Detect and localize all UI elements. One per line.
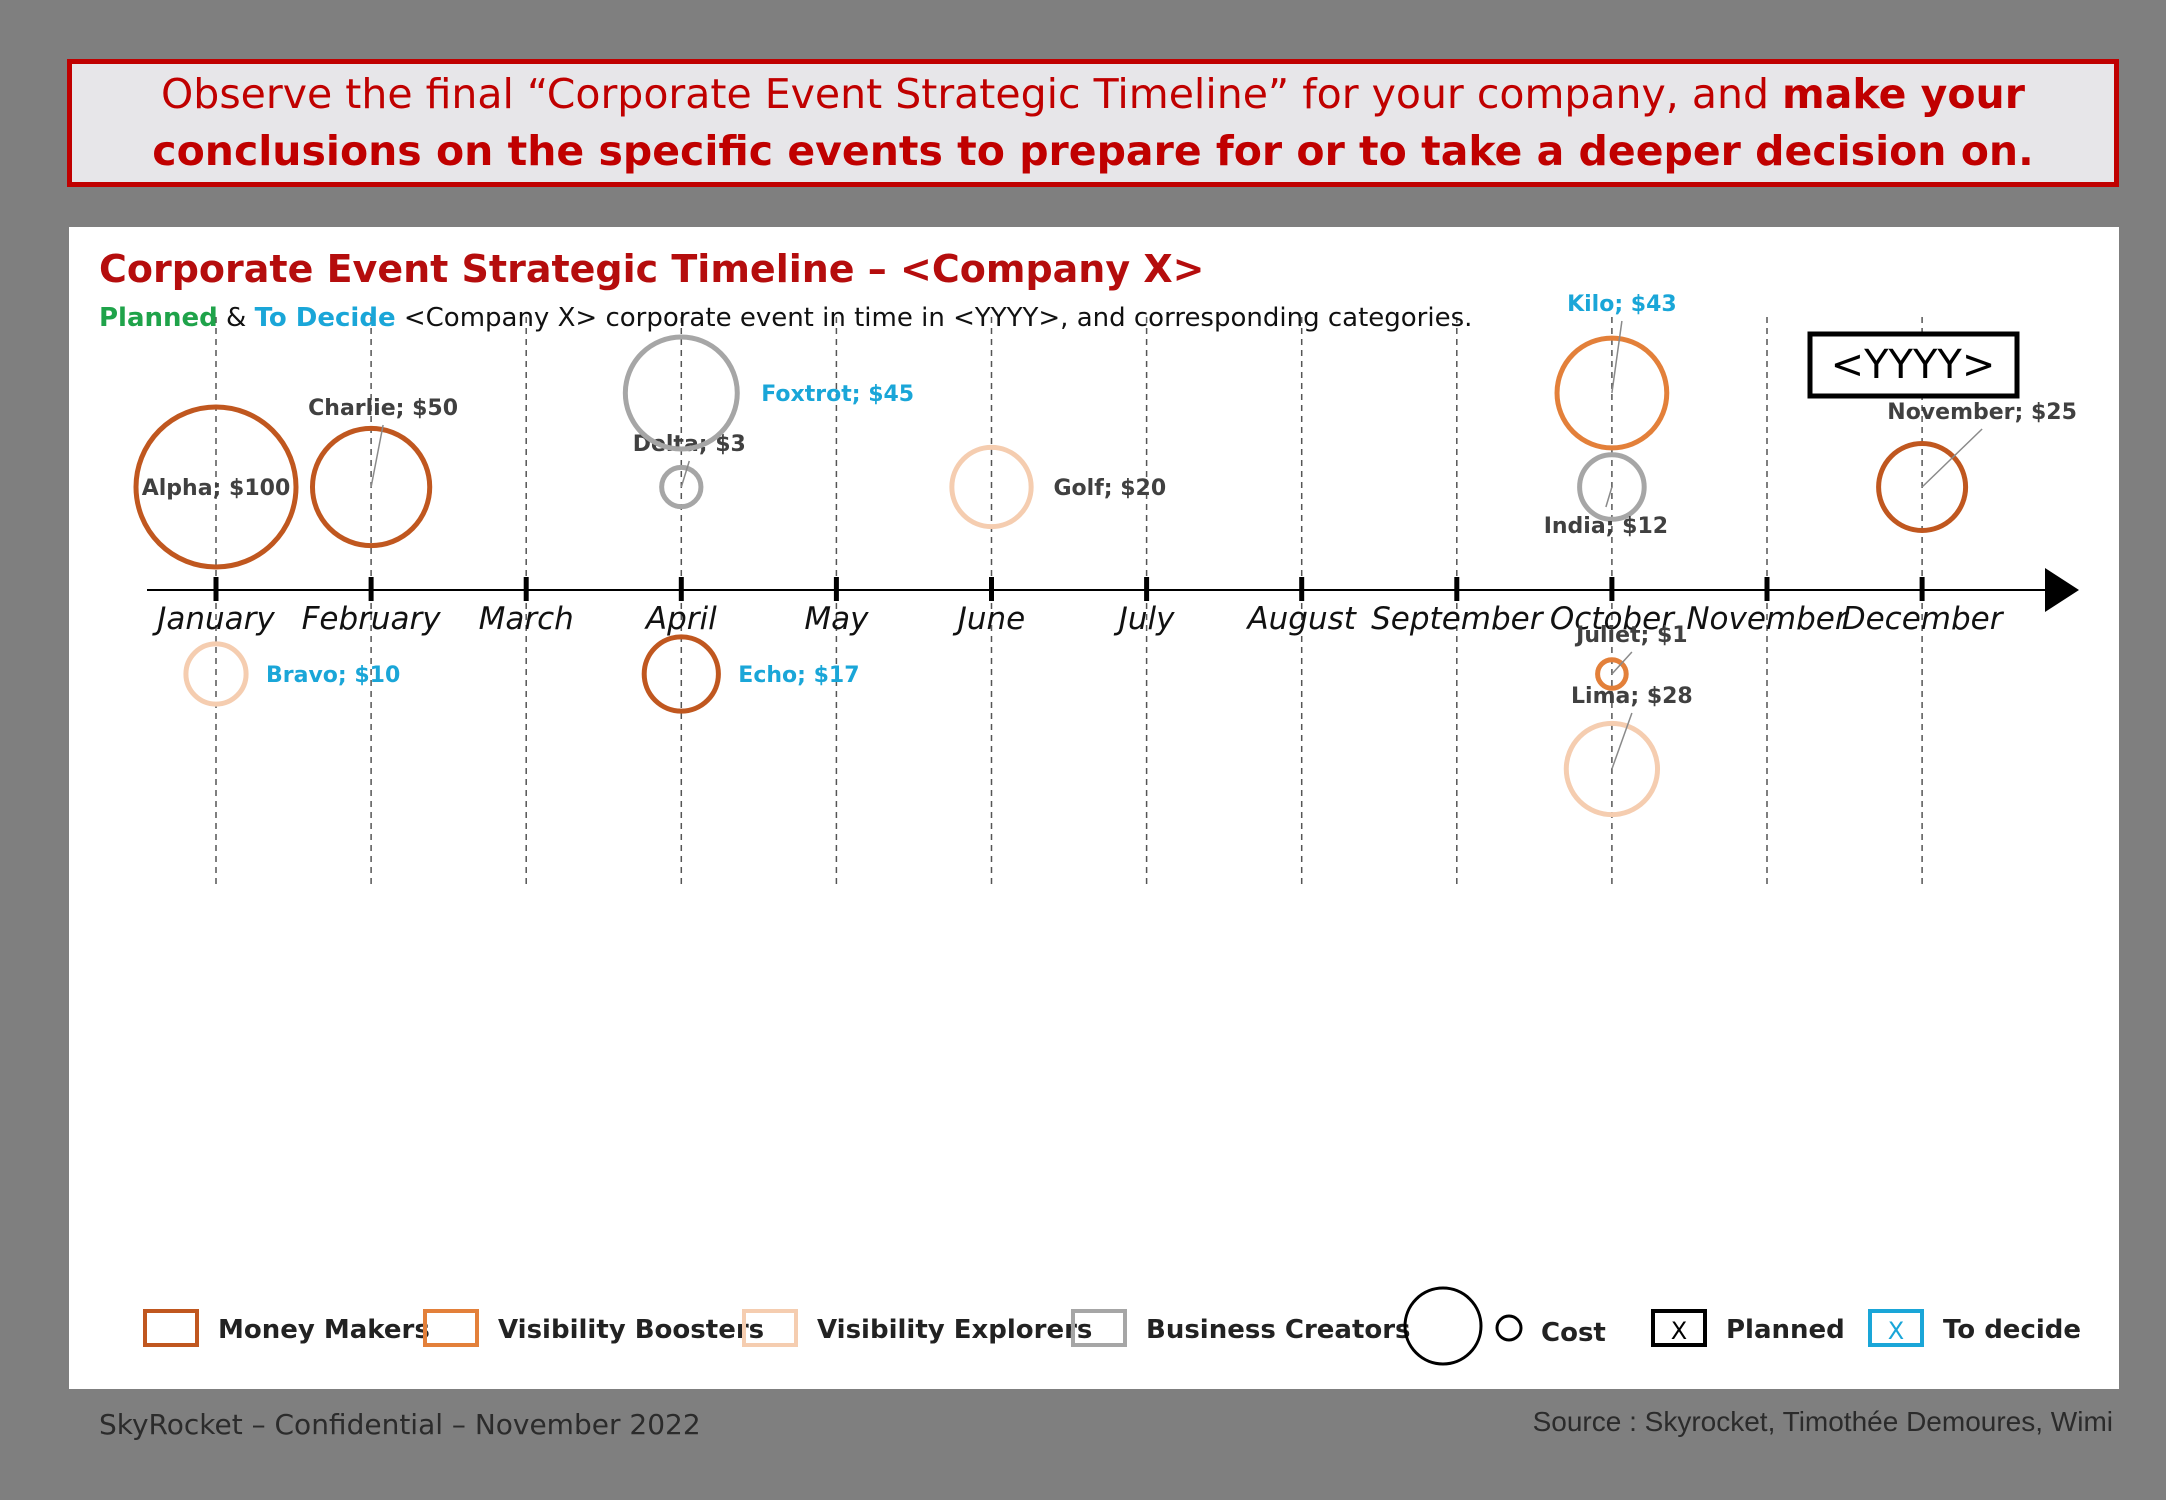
- month-label-december: December: [1842, 601, 2005, 637]
- legend-todecide-x: X: [1888, 1317, 1904, 1345]
- month-label-june: June: [952, 601, 1026, 637]
- footer-source: Source : Skyrocket, Timothée Demoures, W…: [1532, 1406, 2113, 1437]
- legend-label-visibility-explorers: Visibility Explorers: [817, 1315, 1092, 1345]
- month-label-august: August: [1245, 601, 1357, 637]
- subtitle-amp: &: [217, 303, 255, 333]
- event-label-foxtrot: Foxtrot; $45: [761, 382, 914, 407]
- bubble-bravo: [183, 641, 249, 707]
- legend-todecide-label: To decide: [1943, 1315, 2081, 1345]
- bubble-india: [1577, 452, 1647, 522]
- bubble-juliet: [1595, 657, 1629, 691]
- month-label-april: April: [644, 601, 717, 637]
- legend-todecide-box: [1868, 1309, 1924, 1347]
- legend-cost-large: [1403, 1286, 1483, 1366]
- leader-kilo: [1611, 320, 1623, 394]
- event-label-kilo: Kilo; $43: [1567, 292, 1677, 317]
- bubble-november: [1876, 441, 1969, 533]
- month-label-february: February: [302, 601, 442, 637]
- legend-planned-box: [1651, 1309, 1707, 1347]
- timeline-chart: January February March April May June July Augu…: [133, 292, 2081, 1366]
- event-label-echo: Echo; $17: [738, 663, 859, 688]
- month-label-march: March: [479, 601, 574, 637]
- event-label-bravo: Bravo; $10: [266, 663, 400, 688]
- leader-charlie: [370, 424, 384, 488]
- footer-confidential: SkyRocket – Confidential – November 2022: [99, 1408, 701, 1441]
- bubble-lima: [1563, 720, 1661, 818]
- bubble-kilo: [1554, 335, 1670, 451]
- leader-india: [1605, 486, 1613, 508]
- instruction-banner: Observe the final “Corporate Event Strat…: [67, 59, 2119, 187]
- chart-title: Corporate Event Strategic Timeline – <Co…: [99, 247, 1205, 291]
- leader-lima: [1611, 712, 1633, 770]
- leader-juliet: [1611, 651, 1633, 675]
- legend-planned-label: Planned: [1726, 1315, 1845, 1345]
- month-label-november: November: [1686, 601, 1850, 637]
- bubble-golf: [949, 444, 1034, 530]
- banner-line-1-regular: Observe the final “Corporate Event Strat…: [161, 70, 1783, 118]
- year-box: [1807, 331, 2020, 399]
- bubble-charlie: [309, 425, 433, 549]
- month-label-may: May: [804, 601, 869, 637]
- month-label-october: October: [1550, 601, 1676, 637]
- legend-cost-small: [1495, 1314, 1523, 1342]
- legend-label-visibility-boosters: Visibility Boosters: [498, 1315, 764, 1345]
- subtitle-rest: <Company X> corporate event in time in <…: [395, 303, 1473, 333]
- legend-planned-x: X: [1671, 1317, 1687, 1345]
- leader-november: [1921, 428, 1983, 488]
- leader-delta: [680, 460, 691, 488]
- legend-label-money-makers: Money Makers: [218, 1315, 430, 1345]
- legend-swatch-visibility-explorers: [742, 1309, 798, 1347]
- banner-line-1: Observe the final “Corporate Event Strat…: [152, 66, 2033, 123]
- banner-line-2: conclusions on the specific events to pr…: [152, 123, 2033, 180]
- subtitle-to-decide: To Decide: [254, 303, 396, 333]
- legend-swatch-visibility-boosters: [423, 1309, 479, 1347]
- bubble-alpha: [133, 404, 299, 570]
- legend-label-business-creators: Business Creators: [1146, 1315, 1411, 1345]
- bubble-delta: [659, 464, 704, 510]
- chart-subtitle: Planned & To Decide <Company X> corporat…: [99, 303, 1472, 333]
- chart-panel: January February March April May June July Augu…: [69, 227, 2119, 1389]
- event-label-delta: Delta; $3: [633, 432, 746, 457]
- event-label-golf: Golf; $20: [1054, 476, 1167, 501]
- banner-line-1-bold: make your: [1782, 70, 2025, 118]
- month-label-july: July: [1113, 601, 1175, 637]
- bubble-foxtrot: [622, 334, 740, 452]
- event-label-india: India; $12: [1544, 514, 1668, 539]
- legend-swatch-business-creators: [1071, 1309, 1127, 1347]
- event-label-alpha: Alpha; $100: [142, 476, 291, 501]
- year-label: <YYYY>: [1831, 342, 1996, 388]
- axis-arrow: [2045, 568, 2079, 612]
- event-label-juliet: Juliet; $1: [1574, 623, 1687, 648]
- month-label-january: January: [151, 601, 275, 637]
- banner-line-2-bold: conclusions on the specific events to pr…: [152, 127, 2034, 175]
- subtitle-planned: Planned: [99, 303, 218, 333]
- bubble-echo: [641, 634, 721, 714]
- event-label-november: November; $25: [1887, 400, 2077, 425]
- legend-cost-label: Cost: [1541, 1318, 1606, 1348]
- legend-swatch-money-makers: [143, 1309, 199, 1347]
- event-label-lima: Lima; $28: [1571, 684, 1693, 709]
- event-label-charlie: Charlie; $50: [308, 396, 458, 421]
- month-label-september: September: [1371, 601, 1545, 637]
